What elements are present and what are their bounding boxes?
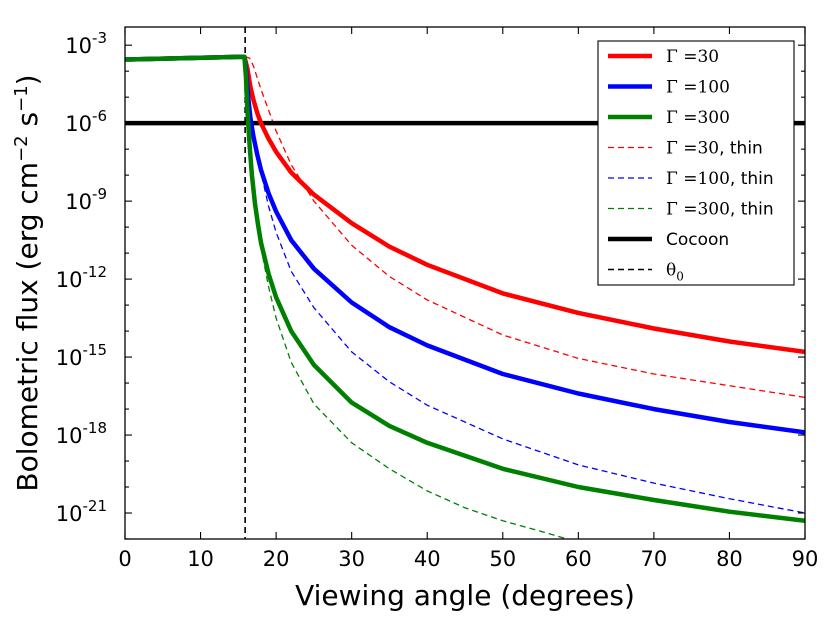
legend-item: Cocoon bbox=[608, 230, 729, 250]
x-tick-label: 20 bbox=[263, 547, 290, 571]
y-tick-label: 10-21 bbox=[56, 497, 107, 526]
legend-label: Cocoon bbox=[666, 230, 729, 250]
y-axis: 10-3 10-6 10-9 10-12 10-15 10-18 10-21 bbox=[56, 29, 805, 540]
legend-item: Γ =100 bbox=[608, 78, 730, 98]
legend-item: Γ =100, thin bbox=[608, 169, 774, 189]
series-line-g300 bbox=[125, 54, 805, 524]
x-tick-label: 80 bbox=[716, 547, 743, 571]
legend-label: Γ =30 bbox=[666, 47, 719, 67]
legend-box bbox=[597, 40, 795, 286]
x-tick-label: 60 bbox=[565, 547, 592, 571]
y-tick-label: 10-9 bbox=[65, 185, 107, 214]
y-tick-label: 10-6 bbox=[65, 107, 107, 136]
x-tick-label: 40 bbox=[414, 547, 441, 571]
x-axis-title: Viewing angle (degrees) bbox=[295, 579, 635, 612]
y-tick-label: 10-3 bbox=[65, 29, 107, 58]
legend-label: θ0 bbox=[666, 261, 684, 284]
y-axis-title: Bolometric flux (erg cm−2 s−1) bbox=[11, 74, 44, 491]
x-tick-label: 50 bbox=[489, 547, 516, 571]
y-tick-label: 10-18 bbox=[56, 419, 107, 448]
legend-label: Γ =300 bbox=[666, 108, 730, 128]
legend-item: Γ =30, thin bbox=[608, 139, 763, 159]
plot-frame bbox=[124, 26, 806, 540]
legend-item: Γ =300, thin bbox=[608, 200, 774, 220]
x-tick-label: 30 bbox=[338, 547, 365, 571]
legend-label: Γ =30, thin bbox=[666, 139, 763, 159]
legend-item: θ0 bbox=[608, 261, 684, 284]
legend: Γ =30 Γ =100 Γ =300 Γ =30, thin Γ =100, thin… bbox=[597, 40, 795, 286]
series-line-g300t bbox=[125, 56, 568, 539]
legend-label: Γ =100 bbox=[666, 78, 730, 98]
legend-item: Γ =30 bbox=[608, 47, 719, 67]
x-tick-label: 10 bbox=[187, 547, 214, 571]
legend-label: Γ =100, thin bbox=[666, 169, 774, 189]
x-tick-label: 70 bbox=[641, 547, 668, 571]
legend-item: Γ =300 bbox=[608, 108, 730, 128]
x-axis: 0 10 20 30 40 50 60 70 80 90 bbox=[118, 27, 818, 571]
legend-label: Γ =300, thin bbox=[666, 200, 774, 220]
y-tick-label: 10-15 bbox=[56, 341, 107, 370]
y-tick-label: 10-12 bbox=[56, 263, 107, 292]
x-tick-label: 0 bbox=[118, 547, 131, 571]
x-tick-label: 90 bbox=[792, 547, 819, 571]
